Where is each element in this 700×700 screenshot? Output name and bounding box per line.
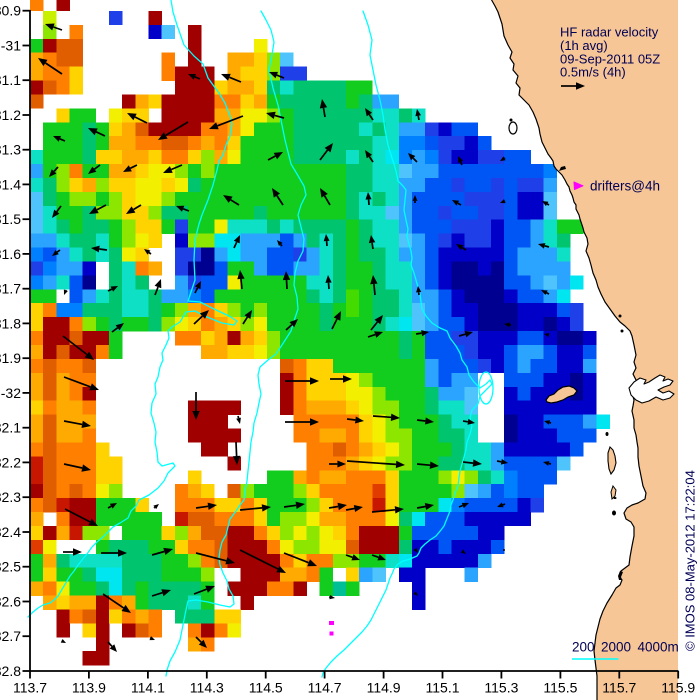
svg-text:-31.3: -31.3 (0, 142, 21, 158)
svg-text:-32.3: -32.3 (0, 489, 21, 505)
svg-text:© IMOS 08-May-2012 17:22:04: © IMOS 08-May-2012 17:22:04 (683, 470, 698, 651)
svg-text:drifters@4h: drifters@4h (590, 179, 660, 194)
svg-text:-32.6: -32.6 (0, 594, 21, 610)
svg-text:-31.2: -31.2 (0, 107, 21, 123)
svg-text:113.9: 113.9 (72, 680, 106, 696)
svg-text:-30.9: -30.9 (0, 3, 21, 19)
svg-text:-32.5: -32.5 (0, 559, 21, 575)
svg-text:114.3: 114.3 (190, 680, 224, 696)
svg-text:114.9: 114.9 (367, 680, 401, 696)
svg-text:114.5: 114.5 (249, 680, 283, 696)
svg-text:115.5: 115.5 (543, 680, 577, 696)
svg-text:2000: 2000 (601, 640, 631, 655)
svg-text:200: 200 (572, 640, 595, 655)
svg-text:-32: -32 (1, 385, 21, 401)
svg-text:-32.7: -32.7 (0, 628, 21, 644)
svg-text:114.7: 114.7 (308, 680, 342, 696)
svg-text:HF radar velocity: HF radar velocity (560, 25, 659, 40)
svg-text:4000m: 4000m (638, 640, 679, 655)
svg-text:-31.5: -31.5 (0, 211, 21, 227)
svg-text:-32.4: -32.4 (0, 524, 21, 540)
svg-text:-31.1: -31.1 (0, 72, 21, 88)
svg-text:-32.2: -32.2 (0, 454, 21, 470)
svg-text:115.3: 115.3 (484, 680, 518, 696)
svg-text:-31.6: -31.6 (0, 246, 21, 262)
svg-text:(1h avg): (1h avg) (560, 38, 608, 53)
svg-text:115.7: 115.7 (602, 680, 636, 696)
svg-text:-31.4: -31.4 (0, 176, 21, 192)
svg-text:-31: -31 (1, 38, 21, 54)
svg-text:0.5m/s (4h): 0.5m/s (4h) (560, 65, 626, 80)
svg-text:-31.9: -31.9 (0, 350, 21, 366)
svg-text:-31.8: -31.8 (0, 315, 21, 331)
svg-text:-32.8: -32.8 (0, 663, 21, 679)
svg-text:113.7: 113.7 (13, 680, 47, 696)
svg-text:114.1: 114.1 (131, 680, 165, 696)
svg-text:09-Sep-2011 05Z: 09-Sep-2011 05Z (560, 51, 660, 66)
svg-text:-32.1: -32.1 (0, 420, 21, 436)
svg-text:115.9: 115.9 (661, 680, 695, 696)
svg-text:-31.7: -31.7 (0, 281, 21, 297)
svg-text:115.1: 115.1 (426, 680, 460, 696)
